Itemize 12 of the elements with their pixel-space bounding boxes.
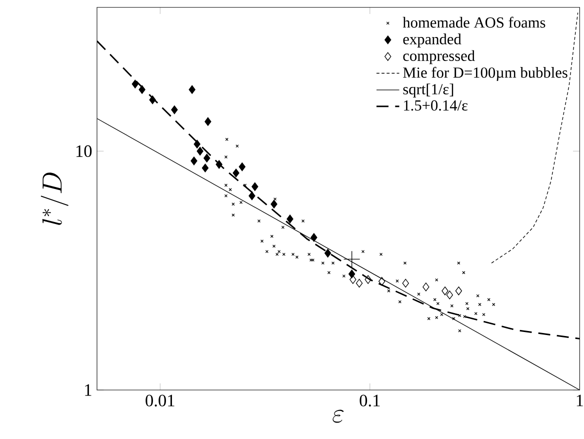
legend-label: expanded bbox=[403, 34, 462, 48]
legend-label: compressed bbox=[403, 50, 475, 64]
x-tick-label: 1 bbox=[576, 394, 583, 406]
legend-label: sqrt[1/ε] bbox=[403, 84, 454, 98]
legend-label: 1.5+0.14/ε bbox=[404, 100, 468, 111]
legend-label: Mie for D=100µm bubbles bbox=[403, 66, 568, 81]
y-tick-label: 10 bbox=[76, 145, 92, 157]
x-tick-label: 0.01 bbox=[146, 394, 174, 406]
legend-label: homemade AOS foams bbox=[402, 16, 546, 28]
x-tick-label: 0.1 bbox=[360, 394, 380, 406]
y-axis-title: $l^{*} / D$ bbox=[40, 172, 68, 225]
x-axis-title: $\varepsilon$ bbox=[332, 410, 344, 423]
